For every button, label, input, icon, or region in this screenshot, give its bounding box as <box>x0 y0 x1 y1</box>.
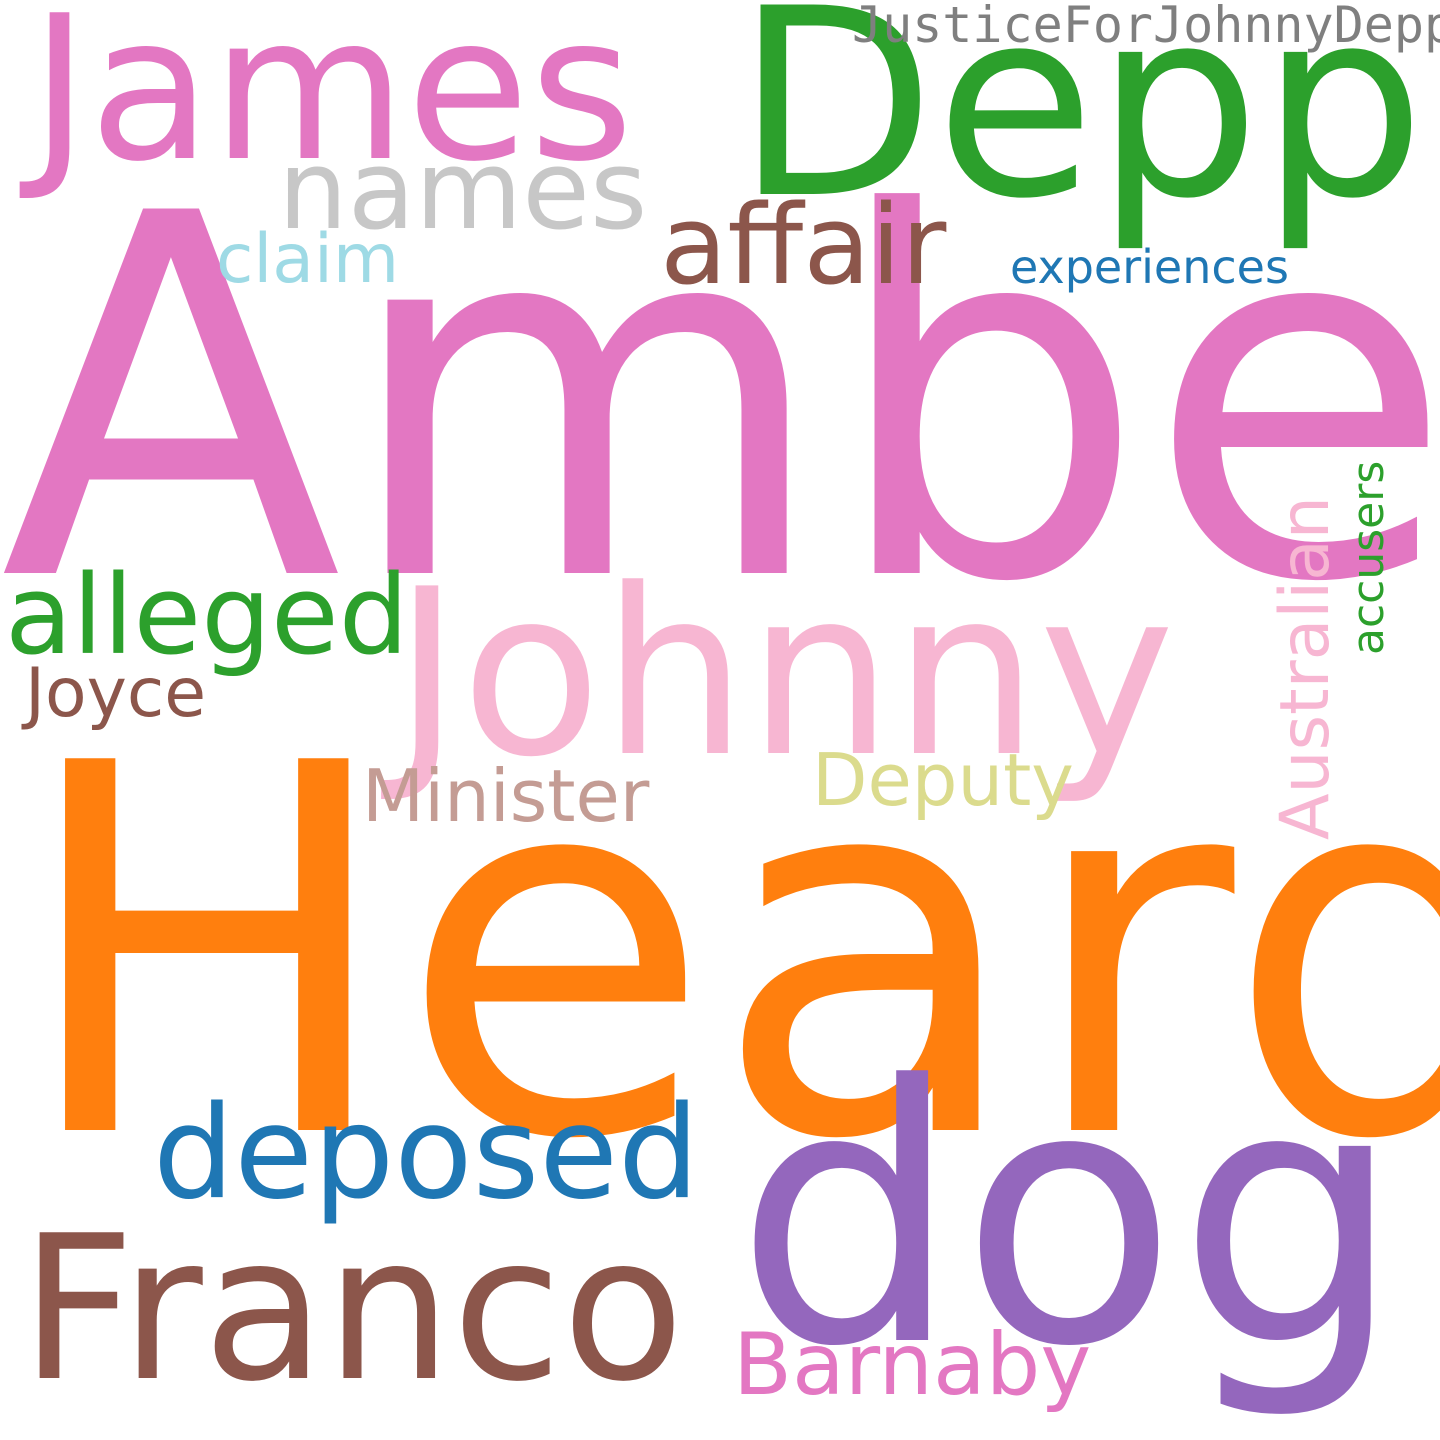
word-accusers: accusers <box>1343 460 1394 655</box>
word-amber: Amber <box>0 109 1440 691</box>
word-depp: Depp <box>735 0 1426 256</box>
word-affair: affair <box>660 181 947 309</box>
word-alleged: alleged <box>5 551 409 679</box>
word-franco: Franco <box>20 1193 685 1426</box>
word-johnny: Johnny <box>393 541 1175 808</box>
word-experiences: experiences <box>1010 240 1289 294</box>
word-names: names <box>278 126 648 254</box>
word-joyce: Joyce <box>25 654 207 733</box>
word-deposed: deposed <box>153 1079 700 1228</box>
word-minister: Minister <box>362 754 650 838</box>
word-justicefor: JusticeForJohnnyDepp <box>852 0 1440 54</box>
word-australian: Australian <box>1266 496 1345 840</box>
word-claim: claim <box>216 220 400 299</box>
word-dog: dog <box>735 1010 1403 1424</box>
word-james: James <box>30 0 634 206</box>
word-heard: Heard <box>15 658 1440 1251</box>
word-barnaby: Barnaby <box>733 1315 1092 1415</box>
word-deputy: Deputy <box>812 738 1074 822</box>
